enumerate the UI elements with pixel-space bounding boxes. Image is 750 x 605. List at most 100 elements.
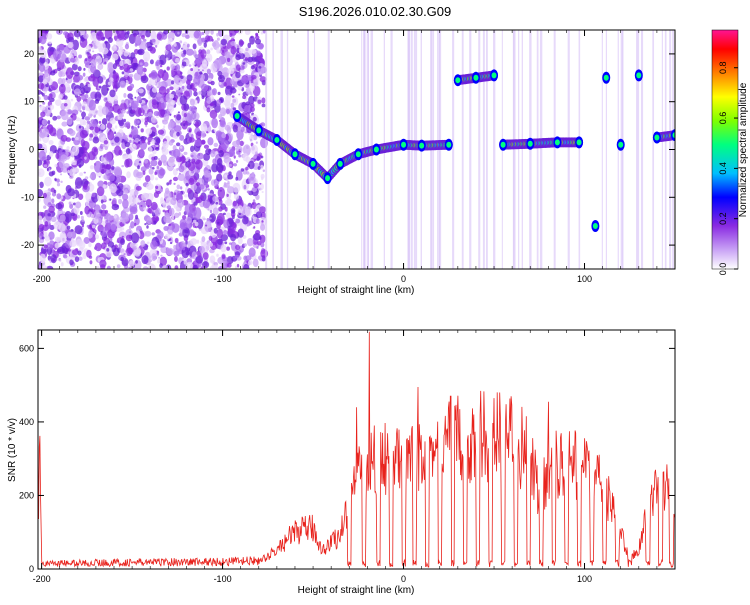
noise-blob (231, 167, 234, 170)
noise-blob (80, 87, 86, 95)
noise-blob (217, 70, 223, 77)
noise-blob (213, 262, 218, 266)
noise-blob (38, 63, 46, 73)
noise-blob (122, 155, 126, 160)
noise-blob (116, 189, 124, 197)
noise-blob (183, 151, 188, 155)
noise-blob (78, 193, 84, 200)
noise-blob (166, 182, 170, 186)
noise-blob (117, 48, 124, 57)
snr-xtick-label: 100 (577, 574, 592, 584)
noise-blob (191, 107, 195, 112)
noise-blob (209, 217, 212, 220)
noise-blob (38, 228, 41, 233)
noise-blob (207, 77, 212, 82)
noise-blob (173, 250, 180, 257)
noise-blob (158, 86, 167, 95)
noise-blob (182, 215, 187, 220)
snr-ytick-label: 0 (29, 564, 34, 574)
noise-blob (79, 104, 82, 107)
noise-blob (160, 254, 163, 257)
noise-blob (74, 256, 80, 263)
noise-blob (201, 95, 205, 100)
noise-blob (95, 234, 100, 240)
noise-blob (151, 212, 156, 217)
noise-blob (155, 216, 160, 222)
noise-blob (201, 69, 204, 72)
noise-blob (114, 125, 118, 129)
snr-ytick-label: 600 (19, 343, 34, 353)
noise-blob (79, 172, 83, 177)
noise-blob (119, 60, 124, 67)
noise-blob (232, 98, 237, 103)
noise-blob (145, 125, 148, 128)
noise-blob (71, 63, 78, 71)
noise-blob (226, 262, 232, 268)
noise-blob (169, 150, 172, 155)
noise-blob (39, 181, 44, 189)
noise-blob (179, 146, 183, 149)
noise-blob (63, 44, 67, 48)
noise-blob (166, 205, 172, 210)
noise-blob (99, 85, 102, 89)
noise-blob (59, 214, 66, 222)
ridge-node-core (234, 113, 240, 120)
noise-blob (119, 65, 124, 71)
noise-blob (149, 264, 156, 269)
noise-blob (217, 186, 226, 199)
noise-blob (38, 96, 41, 101)
noise-blob (66, 106, 69, 110)
noise-blob (156, 101, 159, 105)
noise-blob (69, 239, 77, 247)
noise-blob (199, 184, 205, 190)
noise-blob (201, 37, 206, 43)
noise-blob (187, 188, 192, 194)
noise-blob (226, 186, 235, 194)
noise-blob (138, 150, 145, 157)
noise-blob (174, 57, 180, 63)
noise-blob (73, 30, 81, 38)
noise-blob (188, 159, 191, 163)
noise-blob (259, 206, 267, 214)
noise-blob (262, 30, 266, 34)
noise-blob (86, 99, 90, 104)
noise-blob (182, 246, 186, 251)
noise-blob (166, 78, 173, 87)
noise-blob (146, 163, 150, 167)
noise-blob (101, 118, 108, 125)
noise-blob (129, 241, 138, 249)
noise-blob (168, 38, 173, 42)
noise-blob (184, 203, 193, 216)
noise-blob (41, 119, 48, 126)
noise-blob (91, 146, 99, 157)
noise-blob (218, 206, 223, 212)
noise-blob (162, 209, 166, 213)
noise-blob (244, 206, 252, 217)
noise-blob (97, 64, 104, 70)
noise-blob (167, 157, 176, 167)
noise-blob (38, 264, 42, 269)
noise-blob (230, 233, 237, 242)
noise-blob (95, 55, 103, 65)
noise-blob (193, 207, 202, 220)
ridge-node-core (672, 132, 675, 139)
noise-blob (85, 45, 92, 50)
noise-blob (93, 160, 102, 173)
noise-blob (91, 192, 96, 198)
noise-blob (208, 242, 214, 247)
noise-blob (211, 42, 217, 47)
noise-blob (221, 254, 226, 259)
noise-blob (163, 225, 169, 231)
noise-blob (63, 254, 68, 259)
noise-blob (101, 203, 107, 210)
noise-blob (139, 140, 148, 150)
noise-blob (63, 102, 68, 107)
noise-blob (107, 81, 113, 86)
noise-blob (155, 185, 159, 190)
noise-blob (104, 145, 108, 151)
noise-blob (111, 203, 120, 211)
noise-blob (256, 246, 259, 249)
noise-blob (189, 229, 195, 237)
noise-blob (101, 84, 109, 96)
noise-blob (69, 259, 74, 266)
